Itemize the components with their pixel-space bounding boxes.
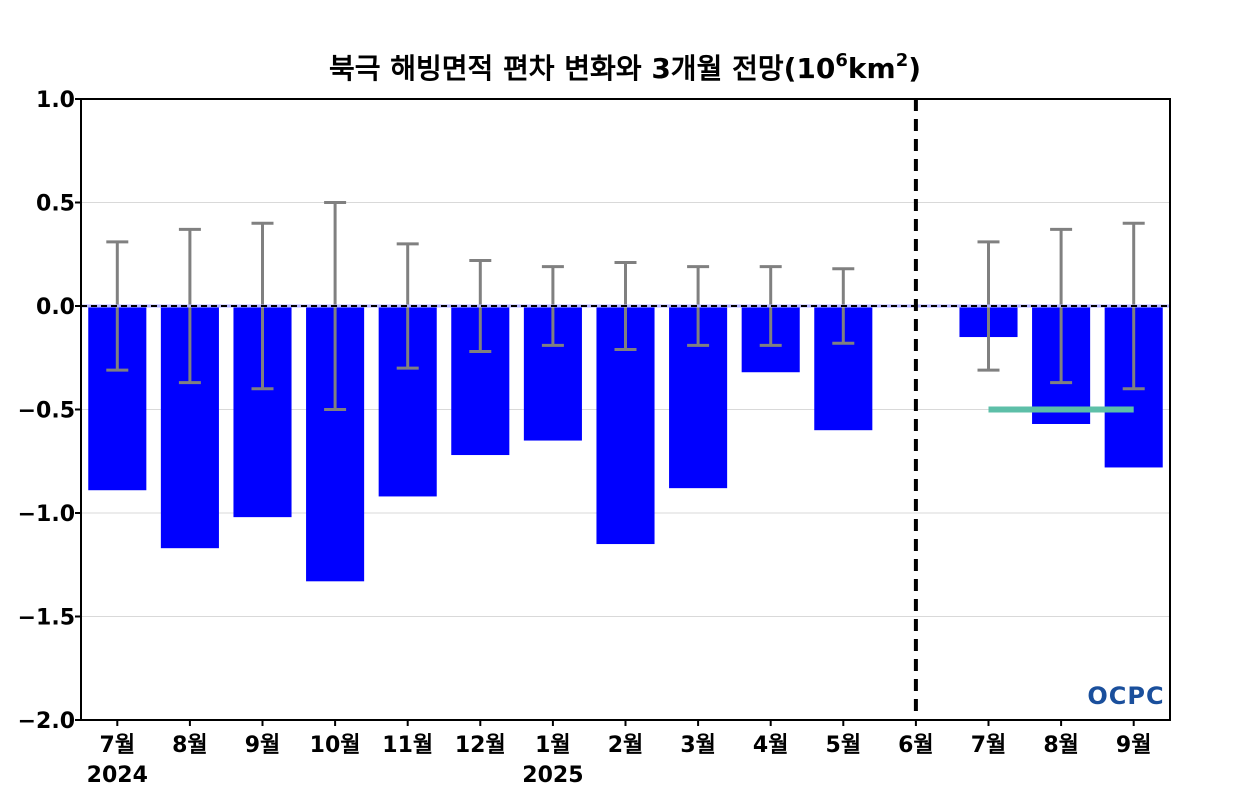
chart-title: 북극 해빙면적 편차 변화와 3개월 전망(106km2)	[329, 50, 921, 85]
y-tick-label: −1.0	[18, 502, 75, 527]
x-tick-label: 7월	[100, 733, 136, 758]
x-tick-label: 3월	[680, 733, 716, 758]
title-superscript-6: 6	[835, 50, 848, 71]
y-tick-label: −1.5	[18, 606, 75, 631]
y-tick-label: −2.0	[18, 709, 75, 734]
x-tick-label: 12월	[455, 733, 506, 758]
title-close-paren: )	[908, 52, 921, 85]
title-main: 북극 해빙면적 편차 변화와 3개월 전망(10	[329, 52, 835, 85]
x-tick-label: 4월	[753, 733, 789, 758]
overlays	[81, 99, 1170, 720]
x-tick-label: 1월	[535, 733, 571, 758]
x-tick-label: 8월	[172, 733, 208, 758]
y-tick-label: −0.5	[18, 399, 75, 424]
x-tick-label: 11월	[382, 733, 433, 758]
y-tick-label: 0.0	[36, 295, 75, 320]
title-superscript-2: 2	[896, 50, 909, 71]
title-unit: km	[848, 52, 896, 85]
tick-labels: 1.0 0.5 0.0 −0.5 −1.0 −1.5 −2.0 7월 8월 9월 10월 11월 12월…	[18, 88, 1152, 788]
ocpc-logo-text: OCPC	[1087, 682, 1164, 710]
y-tick-label: 0.5	[36, 192, 75, 217]
x-tick-label: 8월	[1043, 733, 1079, 758]
x-tick-label: 10월	[310, 733, 361, 758]
ocpc-logo: OCPC	[1087, 682, 1164, 710]
x-tick-label: 9월	[245, 733, 281, 758]
x-tick-label: 6월	[898, 733, 934, 758]
y-tick-label: 1.0	[36, 88, 75, 113]
year-label: 2025	[522, 763, 583, 788]
year-label: 2024	[87, 763, 148, 788]
x-tick-label: 2월	[608, 733, 644, 758]
x-tick-label: 9월	[1116, 733, 1152, 758]
x-tick-label: 7월	[971, 733, 1007, 758]
x-tick-label: 5월	[826, 733, 862, 758]
axes	[75, 98, 1171, 726]
